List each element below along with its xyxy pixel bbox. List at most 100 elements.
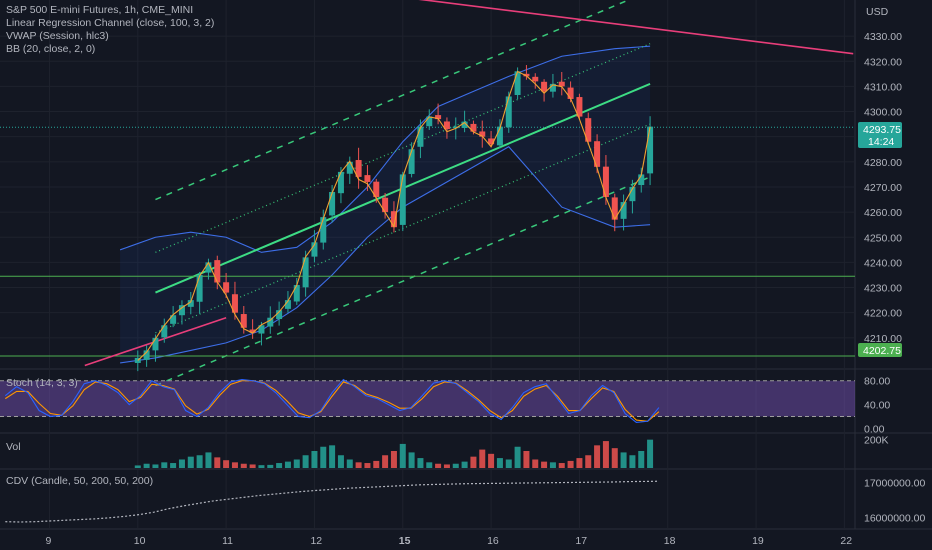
candle <box>276 301 283 326</box>
volume-bar <box>205 452 212 468</box>
candle-body <box>293 285 300 302</box>
candle-body <box>532 76 539 82</box>
x-tick-label: 12 <box>310 535 322 547</box>
volume-bar <box>267 464 274 468</box>
candle-body <box>390 211 397 228</box>
stoch-tick-label: 40.00 <box>864 400 890 412</box>
candle <box>399 171 406 232</box>
volume-bar <box>231 462 238 468</box>
candle-body <box>223 282 230 293</box>
bollinger-lower <box>120 146 651 364</box>
stoch-label[interactable]: Stoch (14, 3, 3) <box>6 377 78 389</box>
volume-bar <box>479 449 486 468</box>
candle-body <box>629 186 636 202</box>
candle <box>638 167 645 193</box>
x-tick-label: 19 <box>752 535 764 547</box>
candle-body <box>214 260 221 283</box>
candle-body <box>355 160 362 177</box>
last-price-countdown: 14:24 <box>868 136 894 148</box>
candle <box>585 112 592 145</box>
volume-bar <box>346 459 353 468</box>
candle <box>488 130 495 148</box>
volume-bar <box>355 462 362 468</box>
candle <box>178 300 185 325</box>
candle-body <box>178 305 185 316</box>
volume-bar <box>585 455 592 468</box>
volume-bar <box>249 464 256 468</box>
candle-body <box>514 71 521 95</box>
volume-bar <box>143 463 150 468</box>
volume-bar <box>196 455 203 468</box>
candle-body <box>443 121 450 130</box>
candle <box>355 147 362 189</box>
candle-body <box>435 115 442 120</box>
candle <box>196 271 203 314</box>
indicator-label-lrc[interactable]: Linear Regression Channel (close, 100, 3… <box>6 17 215 29</box>
volume-bar <box>435 463 442 468</box>
cdv-pane[interactable] <box>5 480 659 523</box>
volume-bar <box>549 462 556 468</box>
candle <box>258 321 265 346</box>
volume-bar <box>567 460 574 468</box>
stoch-tick-label: 80.00 <box>864 376 890 388</box>
candle <box>426 109 433 130</box>
price-axis[interactable]: USD 4210.00 4220.00 4230.00 4240.00 4250.00 4… <box>864 6 925 524</box>
symbol-title[interactable]: S&P 500 E-mini Futures, 1h, CME_MINI <box>6 4 194 16</box>
candle-body <box>602 166 609 198</box>
volume-bar <box>337 455 344 468</box>
cdv-line <box>5 480 659 523</box>
candle <box>629 179 636 214</box>
candle-body <box>541 81 548 92</box>
volume-tick-label: 200K <box>864 435 889 447</box>
price-tick-label: 4270.00 <box>864 182 902 194</box>
candle <box>249 319 256 339</box>
cdv-tick-label: 16000000.00 <box>864 512 925 524</box>
candle <box>187 291 194 315</box>
candle <box>320 209 327 250</box>
price-pane[interactable] <box>0 0 855 387</box>
candle-body <box>496 126 503 146</box>
candle <box>461 110 468 133</box>
candle <box>541 79 548 102</box>
candle <box>496 119 503 149</box>
volume-bar <box>602 441 609 468</box>
indicator-label-vwap[interactable]: VWAP (Session, hlc3) <box>6 30 109 42</box>
volume-bar <box>258 465 265 468</box>
candle <box>443 117 450 139</box>
candle-body <box>311 242 318 257</box>
candle-body <box>205 262 212 273</box>
volume-bar <box>638 451 645 468</box>
candle-body <box>408 149 415 174</box>
candle <box>523 65 530 80</box>
volume-label[interactable]: Vol <box>6 441 21 453</box>
volume-bar <box>134 465 141 468</box>
candle-body <box>461 121 468 128</box>
volume-bar <box>470 456 477 468</box>
candle-body <box>346 161 353 174</box>
price-tick-label: 4330.00 <box>864 31 902 43</box>
volume-bar <box>532 459 539 468</box>
x-tick-label: 9 <box>45 535 51 547</box>
level-price-value: 4202.75 <box>863 345 901 357</box>
volume-bar <box>364 463 371 468</box>
volume-pane[interactable] <box>134 439 654 468</box>
volume-bar <box>461 461 468 468</box>
volume-bar <box>329 445 336 468</box>
cdv-label[interactable]: CDV (Candle, 50, 200, 50, 200) <box>6 475 154 487</box>
price-tick-label: 4230.00 <box>864 283 902 295</box>
last-price-tag <box>858 122 902 148</box>
volume-bar <box>223 460 230 468</box>
vwap-line <box>137 70 651 361</box>
volume-bar <box>629 455 636 468</box>
candle-body <box>558 81 565 87</box>
time-axis[interactable]: 9 10 11 12 15 16 17 18 19 22 <box>45 535 852 547</box>
trendline <box>418 0 854 55</box>
last-price-value: 4293.75 <box>863 124 901 136</box>
volume-bar <box>152 464 159 468</box>
chart-legend: S&P 500 E-mini Futures, 1h, CME_MINI Lin… <box>6 4 214 56</box>
candle-body <box>399 174 406 225</box>
candle <box>293 277 300 305</box>
indicator-label-bb[interactable]: BB (20, close, 2, 0) <box>6 43 96 55</box>
stochastic-pane[interactable] <box>0 378 855 424</box>
